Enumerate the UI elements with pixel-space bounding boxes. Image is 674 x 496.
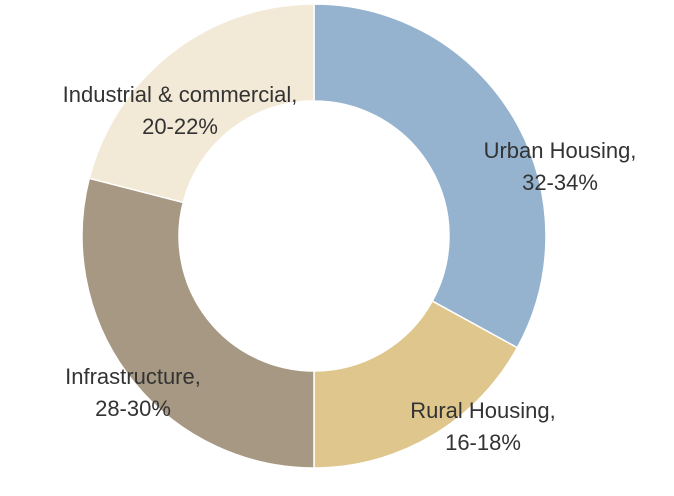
donut-slice [88,3,315,204]
donut-slice [81,177,315,469]
slice-label: Rural Housing, [410,398,556,423]
slice-label: Urban Housing, [484,138,637,163]
value-label: 32-34% [522,170,598,195]
slice-label: Infrastructure, [65,364,201,389]
value-label: 28-30% [95,396,171,421]
donut-slice [313,3,547,349]
value-label: 20-22% [142,114,218,139]
donut-slice [313,300,519,469]
value-label: 16-18% [445,430,521,455]
slice-label: Industrial & commercial, [63,82,298,107]
